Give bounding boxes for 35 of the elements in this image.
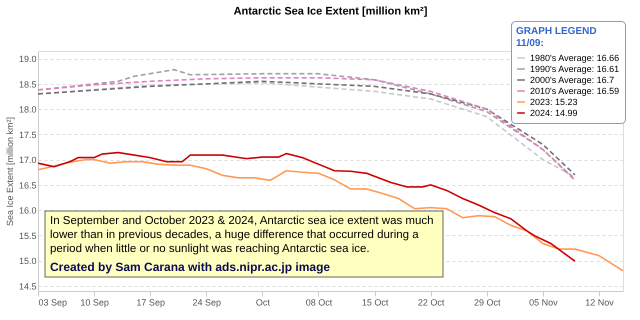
y-tick-label: 17.0 <box>18 155 36 166</box>
y-axis-title: Sea Ice Extent [million km²] <box>4 116 15 226</box>
y-tick-label: 14.5 <box>18 281 36 292</box>
y-tick-label: 18.5 <box>18 79 36 90</box>
y-tick-label: 15.0 <box>18 256 36 266</box>
y-tick-label: 18.0 <box>18 104 36 115</box>
x-tick-label: 08 Oct <box>306 298 333 308</box>
y-tick-label: 16.0 <box>18 206 36 216</box>
x-tick-label: 10 Sep <box>80 298 109 308</box>
text: 11/09: <box>516 38 544 49</box>
y-tick-label: 15.5 <box>18 230 36 241</box>
legend-title: GRAPH LEGEND <box>516 26 597 37</box>
legend-label: 2024: 14.99 <box>530 108 578 118</box>
legend-label: 2000's Average: 16.7 <box>530 75 614 85</box>
x-tick-label: 15 Oct <box>362 298 389 308</box>
x-tick-label: 29 Oct <box>474 298 502 308</box>
y-tick-label: 16.5 <box>18 180 36 190</box>
x-tick-label: 03 Sep <box>38 298 68 308</box>
x-tick-label: 17 Sep <box>136 298 165 308</box>
x-tick-label: 24 Sep <box>192 298 222 308</box>
x-tick-label: 12 Nov <box>585 298 614 308</box>
x-tick-label: 22 Oct <box>418 298 445 308</box>
legend-label: 1990's Average: 16.61 <box>530 64 620 74</box>
line-series <box>37 152 576 262</box>
legend-label: 2023: 15.23 <box>530 97 578 107</box>
x-tick-label: Oct <box>256 298 270 308</box>
x-tick-label: 05 Nov <box>529 298 558 308</box>
chart-title: Antarctic Sea Ice Extent [million km²] <box>234 6 428 18</box>
legend-label: 1980's Average: 16.66 <box>530 53 620 63</box>
y-tick-label: 19.0 <box>18 54 36 64</box>
y-tick-label: 17.5 <box>18 130 36 140</box>
legend-label: 2010's Average: 16.59 <box>530 86 620 96</box>
line-series <box>37 158 624 272</box>
annotation: Created by Sam Carana with ads.nipr.ac.jp image <box>50 260 330 274</box>
annotation: In September and October 2023 & 2024, Antarctic sea ice extent was much lower than in previous decades, a huge difference that occurred during a period when little or no sunlight was reaching Antarctic sea ice. <box>50 215 434 255</box>
